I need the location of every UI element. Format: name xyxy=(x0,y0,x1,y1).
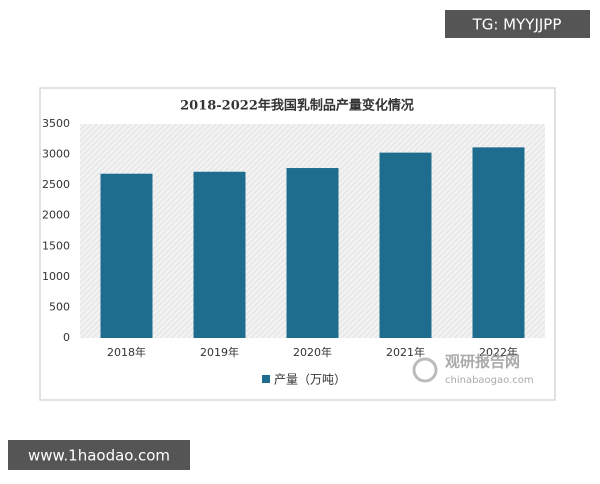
y-tick-label: 2000 xyxy=(42,209,70,222)
bar xyxy=(286,168,339,338)
x-tick-label: 2021年 xyxy=(386,345,425,359)
x-tick-label: 2022年 xyxy=(479,345,518,359)
y-tick-label: 3000 xyxy=(42,148,70,161)
bar xyxy=(472,147,525,338)
chart-title: 2018-2022年我国乳制品产量变化情况 xyxy=(180,98,414,114)
y-tick-label: 1500 xyxy=(42,239,70,252)
x-tick-label: 2018年 xyxy=(107,345,146,359)
logo-title: 观研报告网 xyxy=(445,353,520,371)
y-tick-label: 2500 xyxy=(42,178,70,191)
tg-box xyxy=(445,10,590,38)
y-tick-label: 1000 xyxy=(42,270,70,283)
site-watermark: www.1haodao.com xyxy=(28,447,170,465)
y-tick-label: 0 xyxy=(63,331,70,344)
x-tick-label: 2019年 xyxy=(200,345,239,359)
x-tick-label: 2020年 xyxy=(293,345,332,359)
y-tick-label: 3500 xyxy=(42,117,70,130)
logo-icon xyxy=(412,357,438,383)
site-box xyxy=(8,440,190,470)
bar xyxy=(100,173,153,338)
legend-label: 产量（万吨） xyxy=(274,373,346,387)
logo-url: chinabaogao.com xyxy=(445,375,534,386)
legend-swatch xyxy=(262,375,270,383)
bar xyxy=(193,171,246,338)
y-tick-label: 500 xyxy=(49,300,70,313)
bar xyxy=(379,152,432,338)
tg-watermark: TG: MYYJJPP xyxy=(472,16,562,34)
